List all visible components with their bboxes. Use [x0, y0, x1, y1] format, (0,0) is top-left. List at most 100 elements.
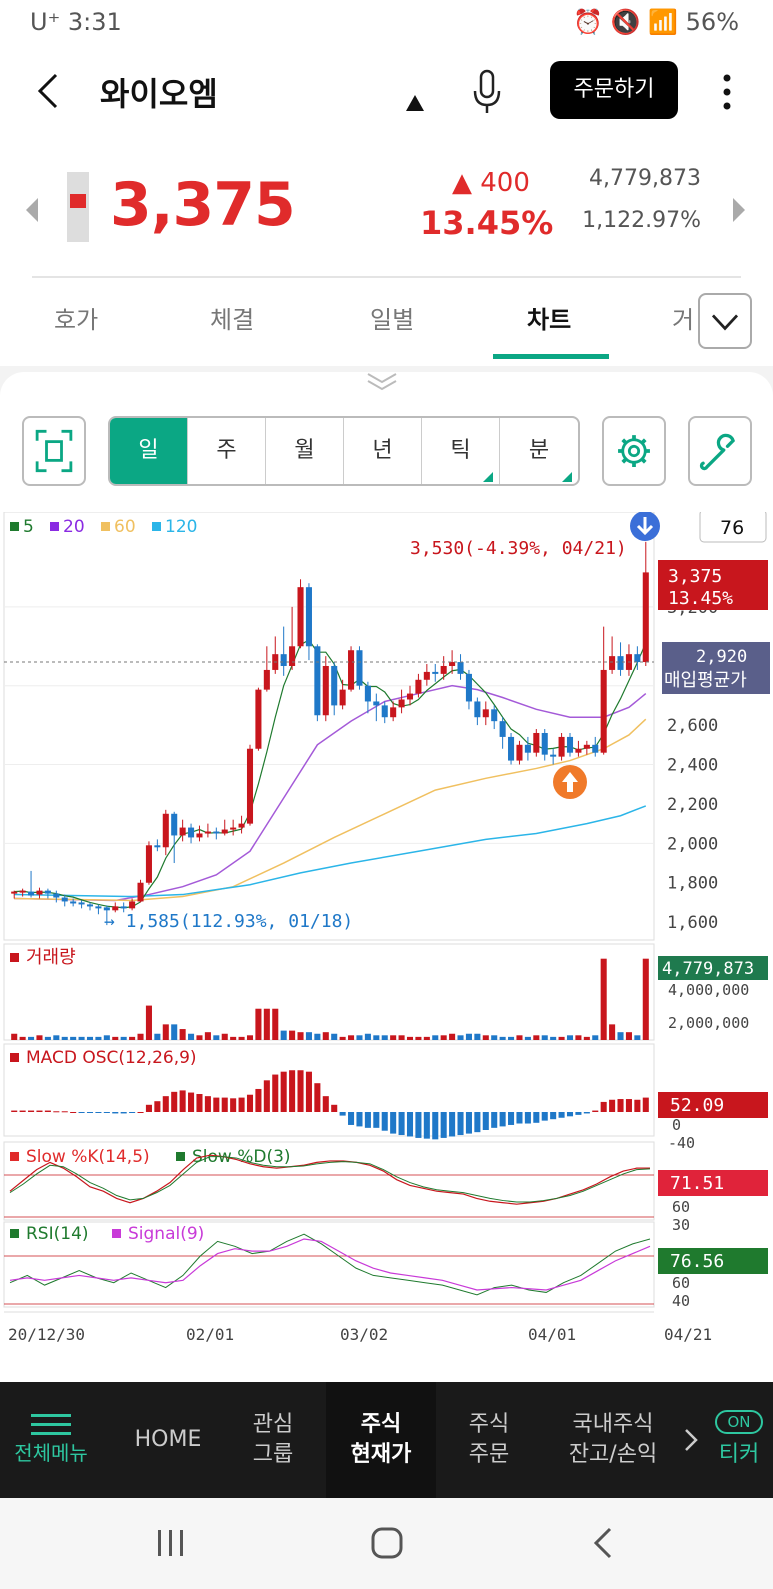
- y-tick-label: 1,800: [667, 874, 718, 894]
- back-button[interactable]: [28, 69, 68, 113]
- slow-k-label: Slow %K(14,5): [26, 1147, 150, 1167]
- candle-body: [322, 665, 329, 716]
- order-button[interactable]: 주문하기: [550, 61, 678, 119]
- nav-stock-order[interactable]: 주식 주문: [444, 1382, 534, 1498]
- candle-body: [221, 829, 228, 834]
- back-nav-icon[interactable]: [592, 1526, 614, 1560]
- rsi-signal-swatch: [112, 1229, 121, 1238]
- volume-bar: [137, 1033, 144, 1040]
- nav-stock-order-label: 주식 주문: [468, 1412, 510, 1467]
- tab-active-indicator: [493, 354, 609, 359]
- nav-balance[interactable]: 국내주식 잔고/손익: [548, 1382, 678, 1498]
- volume-ratio: 1,122.97%: [582, 208, 701, 233]
- period-tick[interactable]: 틱: [422, 418, 500, 484]
- candle-body: [600, 669, 607, 753]
- macd-bar: [179, 1090, 186, 1112]
- rsi-swatch: [10, 1229, 19, 1238]
- candle-body: [305, 587, 312, 647]
- battery-label: 56%: [685, 8, 739, 36]
- tab-daily[interactable]: 일별: [370, 306, 415, 334]
- tab-orderbook[interactable]: 호가: [54, 306, 99, 334]
- macd-bar: [53, 1111, 60, 1113]
- title-dropdown-icon[interactable]: [406, 95, 424, 111]
- slow-last-tag: [658, 1170, 768, 1196]
- ma-legend-label: 5: [23, 517, 34, 537]
- tab-more[interactable]: 거: [672, 306, 695, 334]
- macd-bar: [213, 1097, 220, 1112]
- home-icon[interactable]: [370, 1526, 404, 1560]
- next-stock-arrow-icon[interactable]: [733, 198, 745, 222]
- macd-label: MACD OSC(12,26,9): [26, 1048, 197, 1068]
- period-week[interactable]: 주: [188, 418, 266, 484]
- stock-title[interactable]: 와이오엠: [100, 75, 218, 113]
- macd-bar: [86, 1112, 94, 1113]
- settings-gear-icon[interactable]: [602, 416, 666, 486]
- candle-body: [415, 679, 422, 694]
- volume-bar: [221, 1033, 228, 1040]
- tab-chart[interactable]: 차트: [527, 306, 572, 334]
- prev-stock-arrow-icon[interactable]: [26, 198, 38, 222]
- nav-next-chevron-icon[interactable]: [684, 1428, 698, 1452]
- macd-bar: [204, 1096, 211, 1112]
- period-day[interactable]: 일: [110, 418, 188, 484]
- nav-all-menu[interactable]: 전체메뉴: [6, 1382, 96, 1498]
- volume-bar: [482, 1035, 489, 1040]
- volume-tick-label: 2,000,000: [668, 1014, 749, 1032]
- volume-bar: [516, 1035, 523, 1040]
- x-tick-label: 04/01: [528, 1325, 576, 1344]
- macd-bar: [541, 1112, 548, 1121]
- volume-bar: [28, 1036, 35, 1040]
- candle-body: [465, 673, 472, 702]
- price-panel: 3,375 ▲ 400 13.45% 4,779,873 1,122.97%: [0, 160, 773, 260]
- divider: [32, 276, 741, 278]
- nav-home[interactable]: HOME: [118, 1382, 218, 1498]
- macd-bar: [289, 1070, 296, 1112]
- slow-tick-label: 60: [672, 1198, 690, 1216]
- microphone-icon[interactable]: [470, 69, 504, 115]
- macd-bar: [196, 1094, 203, 1112]
- volume-bar: [508, 1036, 515, 1040]
- rsi-last-label: 76.56: [670, 1251, 724, 1272]
- nav-ticker-toggle[interactable]: ON 티커: [708, 1382, 770, 1498]
- status-time: U⁺ 3:31: [30, 8, 122, 36]
- macd-bar: [465, 1112, 472, 1134]
- wrench-tool-icon[interactable]: [688, 416, 752, 486]
- alarm-icon: ⏰: [573, 8, 603, 36]
- y-tick-label: 2,000: [667, 834, 718, 854]
- collapse-chevron-icon[interactable]: [364, 370, 400, 392]
- nav-watch-group[interactable]: 관심 그룹: [230, 1382, 316, 1498]
- recent-apps-icon[interactable]: [156, 1528, 186, 1558]
- fullscreen-button[interactable]: [22, 416, 86, 486]
- bottom-navigation: 전체메뉴 HOME 관심 그룹 주식 현재가 주식 주문 국내주식 잔고/손익 …: [0, 1382, 773, 1498]
- volume-bar: [617, 1032, 624, 1040]
- candle-body: [331, 665, 338, 706]
- period-month[interactable]: 월: [266, 418, 344, 484]
- candle-body: [61, 897, 68, 902]
- rsi-panel-border: [3, 1221, 655, 1308]
- nav-stock-price[interactable]: 주식 현재가: [326, 1382, 436, 1498]
- candle-body: [609, 656, 616, 670]
- period-year[interactable]: 년: [344, 418, 422, 484]
- volume-bar: [356, 1035, 363, 1040]
- macd-bar: [297, 1070, 304, 1112]
- candle-body: [28, 891, 35, 896]
- candle-body: [491, 709, 498, 722]
- volume-bar: [339, 1036, 346, 1040]
- candle-body: [524, 744, 531, 753]
- more-menu-icon[interactable]: [720, 69, 734, 115]
- volume-bar: [112, 1036, 119, 1040]
- macd-bar: [112, 1112, 119, 1114]
- stock-chart[interactable]: 5 20 60 120 3,530(-4.39%, 04/21) → 1,585(112.…: [0, 512, 773, 1362]
- candle-body: [406, 693, 414, 700]
- candle-body: [103, 907, 110, 911]
- x-tick-label: 02/01: [186, 1325, 234, 1344]
- volume-bar: [272, 1008, 279, 1040]
- macd-bar: [154, 1101, 161, 1112]
- period-minute[interactable]: 분: [500, 418, 578, 484]
- rsi-line: [9, 1233, 651, 1296]
- tabs-dropdown-button[interactable]: [698, 293, 752, 349]
- volume-bar: [171, 1024, 178, 1040]
- x-tick-label: 04/21: [664, 1325, 712, 1344]
- sheet-handle-area: [0, 366, 773, 412]
- tab-trades[interactable]: 체결: [210, 306, 255, 334]
